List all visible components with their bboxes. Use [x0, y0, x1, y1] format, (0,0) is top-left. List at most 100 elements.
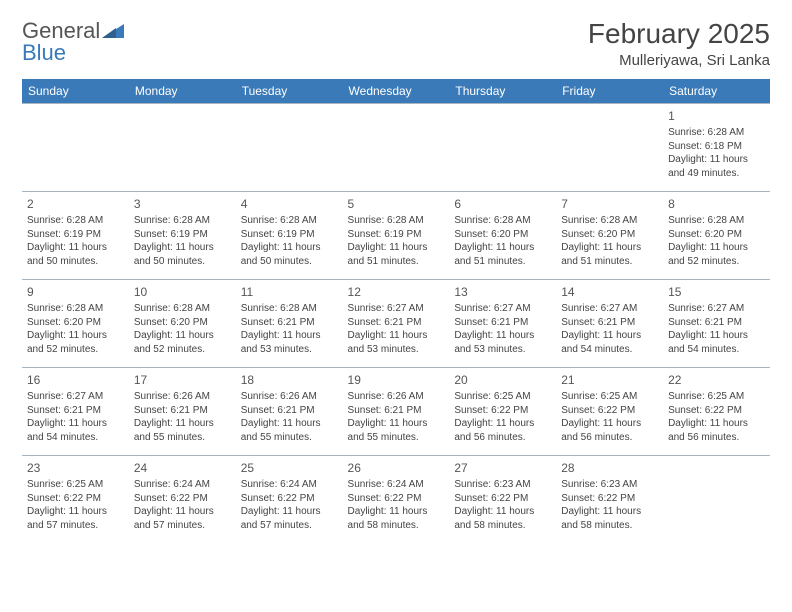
calendar-cell: 26 Sunrise: 6:24 AMSunset: 6:22 PMDayligh…: [343, 456, 450, 544]
day-number: 14: [561, 284, 658, 300]
calendar-cell: 23Sunrise: 6:25 AMSunset: 6:22 PMDayligh…: [22, 456, 129, 544]
calendar-cell: [129, 104, 236, 192]
daylight1-text: Daylight: 11 hours: [668, 329, 765, 343]
sunrise-text: Sunrise: 6:25 AM: [668, 390, 765, 404]
sunset-text: Sunset: 6:21 PM: [241, 316, 338, 330]
sunset-text: Sunset: 6:22 PM: [348, 492, 445, 506]
calendar-cell: 10Sunrise: 6:28 AMSunset: 6:20 PMDayligh…: [129, 280, 236, 368]
sunset-text: Sunset: 6:21 PM: [561, 316, 658, 330]
daylight2-text: and 49 minutes.: [668, 167, 765, 181]
sunset-text: Sunset: 6:20 PM: [668, 228, 765, 242]
sunrise-text: Sunrise: 6:28 AM: [241, 302, 338, 316]
daylight1-text: Daylight: 11 hours: [561, 241, 658, 255]
calendar-cell: 3Sunrise: 6:28 AMSunset: 6:19 PMDaylight…: [129, 192, 236, 280]
calendar-cell: 5Sunrise: 6:28 AMSunset: 6:19 PMDaylight…: [343, 192, 450, 280]
daylight2-text: and 55 minutes.: [134, 431, 231, 445]
day-number: 2: [27, 196, 124, 212]
sunset-text: Sunset: 6:21 PM: [348, 404, 445, 418]
calendar-page: GeneralBlue February 2025 Mulleriyawa, S…: [0, 0, 792, 562]
daylight2-text: and 58 minutes.: [561, 519, 658, 533]
title-block: February 2025 Mulleriyawa, Sri Lanka: [588, 18, 770, 69]
sunset-text: Sunset: 6:19 PM: [27, 228, 124, 242]
sunset-text: Sunset: 6:21 PM: [668, 316, 765, 330]
sunset-text: Sunset: 6:22 PM: [134, 492, 231, 506]
sunset-text: Sunset: 6:21 PM: [348, 316, 445, 330]
sunrise-text: Sunrise: 6:28 AM: [134, 214, 231, 228]
day-number: 23: [27, 460, 124, 476]
daylight1-text: Daylight: 11 hours: [561, 329, 658, 343]
calendar-cell: 14Sunrise: 6:27 AMSunset: 6:21 PMDayligh…: [556, 280, 663, 368]
daylight1-text: Daylight: 11 hours: [134, 329, 231, 343]
sunrise-text: Sunrise: 6:25 AM: [454, 390, 551, 404]
calendar-cell: [22, 104, 129, 192]
daylight2-text: and 50 minutes.: [27, 255, 124, 269]
calendar-cell: 2Sunrise: 6:28 AMSunset: 6:19 PMDaylight…: [22, 192, 129, 280]
calendar-cell: [556, 104, 663, 192]
daylight2-text: and 52 minutes.: [134, 343, 231, 357]
calendar-cell: 22Sunrise: 6:25 AMSunset: 6:22 PMDayligh…: [663, 368, 770, 456]
sunset-text: Sunset: 6:22 PM: [241, 492, 338, 506]
sunset-text: Sunset: 6:22 PM: [668, 404, 765, 418]
daylight1-text: Daylight: 11 hours: [454, 241, 551, 255]
day-number: 1: [668, 108, 765, 124]
daylight1-text: Daylight: 11 hours: [134, 505, 231, 519]
day-number: 28: [561, 460, 658, 476]
daylight2-text: and 55 minutes.: [348, 431, 445, 445]
calendar-cell: 19Sunrise: 6:26 AMSunset: 6:21 PMDayligh…: [343, 368, 450, 456]
daylight2-text: and 51 minutes.: [454, 255, 551, 269]
sunrise-text: Sunrise: 6:28 AM: [27, 214, 124, 228]
sunset-text: Sunset: 6:22 PM: [561, 404, 658, 418]
daylight2-text: and 51 minutes.: [348, 255, 445, 269]
sunrise-text: Sunrise: 6:28 AM: [241, 214, 338, 228]
daylight1-text: Daylight: 11 hours: [27, 417, 124, 431]
sunset-text: Sunset: 6:20 PM: [561, 228, 658, 242]
calendar-cell: [663, 456, 770, 544]
daylight2-text: and 52 minutes.: [27, 343, 124, 357]
calendar-cell: 21Sunrise: 6:25 AMSunset: 6:22 PMDayligh…: [556, 368, 663, 456]
sunset-text: Sunset: 6:22 PM: [454, 492, 551, 506]
triangle-icon: [102, 18, 124, 43]
calendar-cell: 9Sunrise: 6:28 AMSunset: 6:20 PMDaylight…: [22, 280, 129, 368]
daylight2-text: and 56 minutes.: [668, 431, 765, 445]
sunset-text: Sunset: 6:22 PM: [561, 492, 658, 506]
sunrise-text: Sunrise: 6:28 AM: [27, 302, 124, 316]
sunrise-text: Sunrise: 6:24 AM: [348, 478, 445, 492]
daylight2-text: and 56 minutes.: [454, 431, 551, 445]
sunset-text: Sunset: 6:20 PM: [454, 228, 551, 242]
calendar-cell: 12Sunrise: 6:27 AMSunset: 6:21 PMDayligh…: [343, 280, 450, 368]
calendar-cell: 6Sunrise: 6:28 AMSunset: 6:20 PMDaylight…: [449, 192, 556, 280]
calendar-cell: 17Sunrise: 6:26 AMSunset: 6:21 PMDayligh…: [129, 368, 236, 456]
calendar-cell: 18Sunrise: 6:26 AMSunset: 6:21 PMDayligh…: [236, 368, 343, 456]
sunrise-text: Sunrise: 6:28 AM: [668, 214, 765, 228]
day-number: 8: [668, 196, 765, 212]
day-number: 10: [134, 284, 231, 300]
daylight2-text: and 54 minutes.: [27, 431, 124, 445]
sunrise-text: Sunrise: 6:26 AM: [241, 390, 338, 404]
calendar-cell: 7Sunrise: 6:28 AMSunset: 6:20 PMDaylight…: [556, 192, 663, 280]
location-label: Mulleriyawa, Sri Lanka: [588, 52, 770, 69]
sunset-text: Sunset: 6:19 PM: [134, 228, 231, 242]
daylight1-text: Daylight: 11 hours: [134, 241, 231, 255]
daylight2-text: and 58 minutes.: [454, 519, 551, 533]
daylight1-text: Daylight: 11 hours: [27, 329, 124, 343]
weekday-header: Sunday: [22, 79, 129, 104]
daylight2-text: and 56 minutes.: [561, 431, 658, 445]
sunrise-text: Sunrise: 6:28 AM: [134, 302, 231, 316]
calendar-cell: [236, 104, 343, 192]
calendar-header-row: Sunday Monday Tuesday Wednesday Thursday…: [22, 79, 770, 104]
calendar-body: 1Sunrise: 6:28 AMSunset: 6:18 PMDaylight…: [22, 104, 770, 544]
sunrise-text: Sunrise: 6:28 AM: [561, 214, 658, 228]
logo: GeneralBlue: [22, 18, 124, 66]
daylight1-text: Daylight: 11 hours: [241, 505, 338, 519]
calendar-row: 9Sunrise: 6:28 AMSunset: 6:20 PMDaylight…: [22, 280, 770, 368]
calendar-cell: 13Sunrise: 6:27 AMSunset: 6:21 PMDayligh…: [449, 280, 556, 368]
daylight1-text: Daylight: 11 hours: [348, 505, 445, 519]
sunrise-text: Sunrise: 6:28 AM: [668, 126, 765, 140]
day-number: 16: [27, 372, 124, 388]
daylight2-text: and 53 minutes.: [348, 343, 445, 357]
daylight1-text: Daylight: 11 hours: [668, 417, 765, 431]
sunrise-text: Sunrise: 6:24 AM: [134, 478, 231, 492]
day-number: 26: [348, 460, 445, 476]
day-number: 18: [241, 372, 338, 388]
calendar-row: 1Sunrise: 6:28 AMSunset: 6:18 PMDaylight…: [22, 104, 770, 192]
